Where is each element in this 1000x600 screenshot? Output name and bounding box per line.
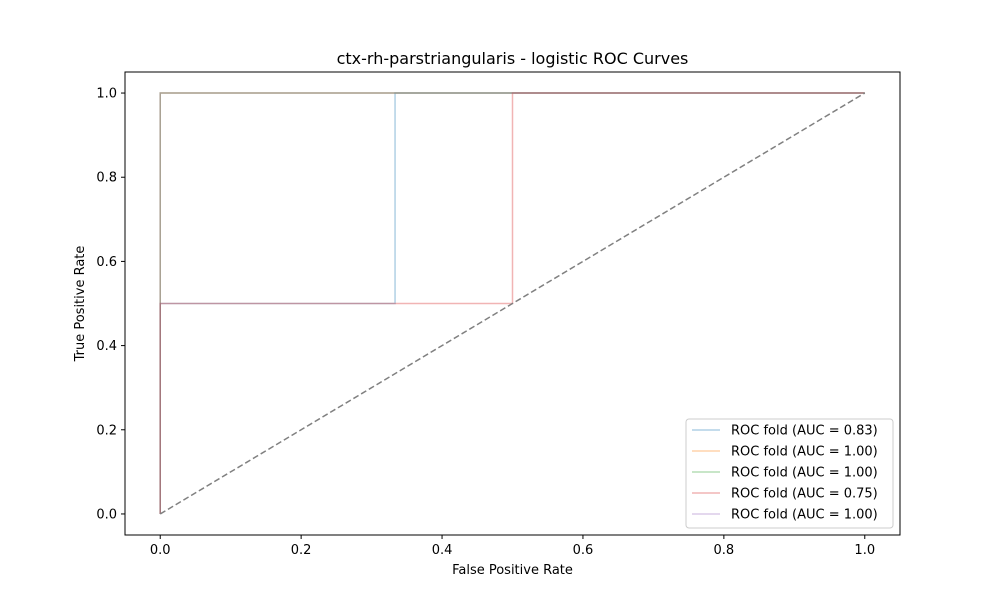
- y-axis-label: True Positive Rate: [73, 246, 88, 363]
- legend-entry: ROC fold (AUC = 0.75): [731, 487, 878, 502]
- roc-curve-fold-5: [159, 92, 865, 514]
- chart-title: ctx-rh-parstriangularis - logistic ROC C…: [337, 49, 689, 68]
- y-tick-label: 0.0: [96, 507, 117, 522]
- x-tick-label: 1.0: [854, 543, 875, 558]
- x-tick-label: 0.0: [150, 543, 171, 558]
- x-tick-label: 0.8: [714, 543, 735, 558]
- legend-entry: ROC fold (AUC = 1.00): [731, 445, 878, 460]
- x-tick-label: 0.6: [573, 543, 594, 558]
- legend-entry: ROC fold (AUC = 1.00): [731, 508, 878, 523]
- x-tick-label: 0.2: [291, 543, 312, 558]
- axis-ticks: 0.0 0.2 0.4 0.6 0.8 1.0 0.0 0.2 0.4 0.6 0.8 1.0: [96, 87, 875, 558]
- y-tick-label: 0.4: [96, 339, 117, 354]
- y-tick-label: 0.6: [96, 255, 117, 270]
- x-axis-label: False Positive Rate: [452, 563, 573, 578]
- y-tick-label: 0.8: [96, 171, 117, 186]
- plot-area: [159, 92, 866, 515]
- chance-reference-line: [159, 92, 866, 515]
- legend-box: [685, 418, 894, 529]
- roc-curve-fold-2: [159, 92, 865, 514]
- y-tick-label: 1.0: [96, 87, 117, 102]
- legend-entry: ROC fold (AUC = 1.00): [731, 466, 878, 481]
- y-tick-label: 0.2: [96, 423, 117, 438]
- legend-entry: ROC fold (AUC = 0.83): [731, 424, 878, 439]
- roc-curve-fold-3: [159, 92, 865, 514]
- roc-curve-fold-1: [159, 92, 865, 514]
- legend: ROC fold (AUC = 0.83) ROC fold (AUC = 1.0…: [685, 418, 894, 529]
- x-tick-label: 0.4: [432, 543, 453, 558]
- plot-frame: [124, 71, 901, 536]
